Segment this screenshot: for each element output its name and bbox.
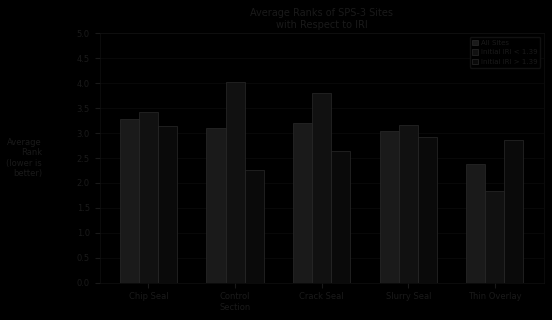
Bar bbox=[331, 151, 351, 283]
Bar bbox=[226, 82, 245, 283]
Bar bbox=[293, 123, 312, 283]
Bar bbox=[485, 191, 505, 283]
Bar bbox=[120, 119, 139, 283]
Bar bbox=[380, 131, 399, 283]
Y-axis label: Average
Rank
(lower is
better): Average Rank (lower is better) bbox=[6, 138, 42, 178]
Bar bbox=[206, 128, 226, 283]
Bar bbox=[312, 93, 331, 283]
Bar bbox=[466, 164, 485, 283]
Bar bbox=[139, 112, 158, 283]
Bar bbox=[158, 126, 177, 283]
Title: Average Ranks of SPS-3 Sites
with Respect to IRI: Average Ranks of SPS-3 Sites with Respec… bbox=[250, 8, 393, 30]
Bar bbox=[505, 140, 523, 283]
Bar bbox=[245, 170, 264, 283]
Bar bbox=[418, 137, 437, 283]
Legend: All Sites, Initial IRI < 1.39, Initial IRI > 1.39: All Sites, Initial IRI < 1.39, Initial I… bbox=[470, 37, 540, 68]
Bar bbox=[399, 125, 418, 283]
